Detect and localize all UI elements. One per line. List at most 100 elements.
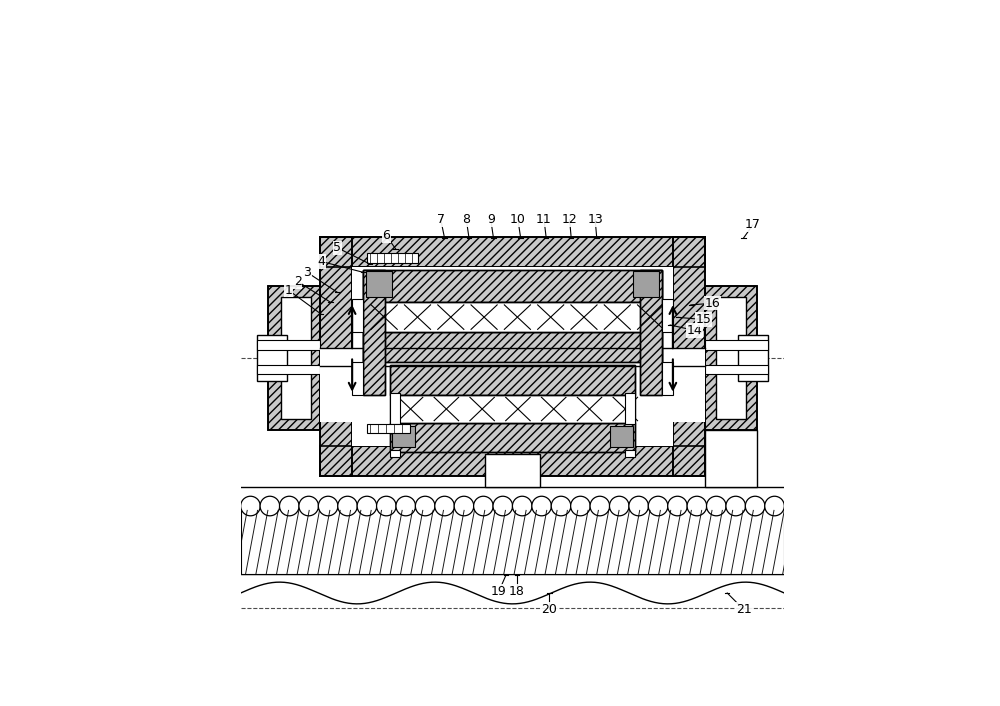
Bar: [367, 424, 410, 433]
Bar: [320, 348, 705, 421]
Bar: [363, 302, 662, 332]
Bar: [241, 509, 784, 574]
Bar: [366, 270, 392, 297]
Bar: [320, 237, 352, 476]
Bar: [320, 446, 705, 476]
Bar: [352, 267, 673, 446]
Text: 12: 12: [562, 213, 577, 226]
Bar: [320, 446, 705, 476]
Bar: [320, 237, 705, 267]
Bar: [257, 335, 287, 381]
Text: 13: 13: [587, 213, 603, 226]
Bar: [268, 286, 320, 430]
Text: 6: 6: [382, 229, 390, 242]
Circle shape: [454, 496, 474, 516]
Bar: [705, 340, 768, 350]
Circle shape: [318, 496, 338, 516]
Circle shape: [396, 496, 416, 516]
Bar: [705, 430, 757, 487]
Bar: [392, 426, 415, 448]
Bar: [363, 270, 662, 302]
Circle shape: [532, 496, 551, 516]
Circle shape: [493, 496, 513, 516]
Text: 9: 9: [487, 213, 495, 226]
Circle shape: [357, 496, 377, 516]
Bar: [705, 286, 757, 430]
Bar: [738, 335, 768, 381]
Text: 4: 4: [317, 255, 325, 268]
Bar: [705, 365, 768, 374]
Circle shape: [338, 496, 357, 516]
Bar: [705, 286, 757, 430]
Circle shape: [648, 496, 668, 516]
Text: 5: 5: [333, 241, 341, 254]
Bar: [320, 237, 705, 267]
Bar: [485, 455, 540, 487]
Bar: [352, 299, 363, 332]
Text: 21: 21: [736, 603, 751, 616]
Bar: [390, 424, 635, 452]
Bar: [257, 365, 320, 374]
Circle shape: [687, 496, 707, 516]
Text: 18: 18: [509, 585, 525, 598]
Circle shape: [726, 496, 745, 516]
Circle shape: [260, 496, 280, 516]
Bar: [390, 365, 635, 395]
Bar: [257, 340, 320, 350]
Circle shape: [629, 496, 648, 516]
Bar: [363, 332, 662, 362]
Text: 10: 10: [510, 213, 526, 226]
Bar: [640, 270, 662, 395]
Bar: [367, 253, 418, 263]
Bar: [716, 297, 746, 419]
Text: 3: 3: [303, 265, 311, 279]
Circle shape: [241, 496, 260, 516]
Circle shape: [415, 496, 435, 516]
Bar: [390, 393, 400, 424]
Bar: [390, 450, 400, 457]
Bar: [268, 286, 320, 430]
Text: 8: 8: [462, 213, 470, 226]
Bar: [633, 270, 659, 297]
Bar: [662, 362, 673, 395]
Bar: [352, 362, 363, 395]
Bar: [363, 270, 385, 395]
Text: 20: 20: [542, 603, 557, 616]
Bar: [390, 365, 635, 395]
Text: 17: 17: [745, 218, 761, 232]
Text: 19: 19: [491, 585, 507, 598]
Circle shape: [474, 496, 493, 516]
Bar: [673, 237, 705, 476]
Circle shape: [571, 496, 590, 516]
Text: 11: 11: [536, 213, 552, 226]
Bar: [640, 270, 662, 395]
Bar: [610, 426, 633, 448]
Circle shape: [609, 496, 629, 516]
Circle shape: [707, 496, 726, 516]
Bar: [363, 270, 662, 302]
Circle shape: [435, 496, 454, 516]
Bar: [673, 237, 705, 476]
Circle shape: [590, 496, 610, 516]
Bar: [625, 450, 635, 457]
Text: 2: 2: [294, 275, 302, 288]
Text: 15: 15: [696, 313, 712, 326]
Circle shape: [765, 496, 784, 516]
Circle shape: [377, 496, 396, 516]
Circle shape: [745, 496, 765, 516]
Circle shape: [280, 496, 299, 516]
Bar: [390, 395, 635, 424]
Bar: [281, 297, 311, 419]
Bar: [662, 299, 673, 332]
Text: 1: 1: [285, 284, 292, 297]
Bar: [625, 393, 635, 424]
Text: 16: 16: [705, 297, 720, 310]
Circle shape: [299, 496, 318, 516]
Bar: [320, 237, 352, 476]
Bar: [363, 332, 662, 362]
Text: 14: 14: [687, 324, 702, 337]
Circle shape: [512, 496, 532, 516]
Circle shape: [551, 496, 571, 516]
Text: 7: 7: [437, 213, 445, 226]
Bar: [390, 424, 635, 452]
